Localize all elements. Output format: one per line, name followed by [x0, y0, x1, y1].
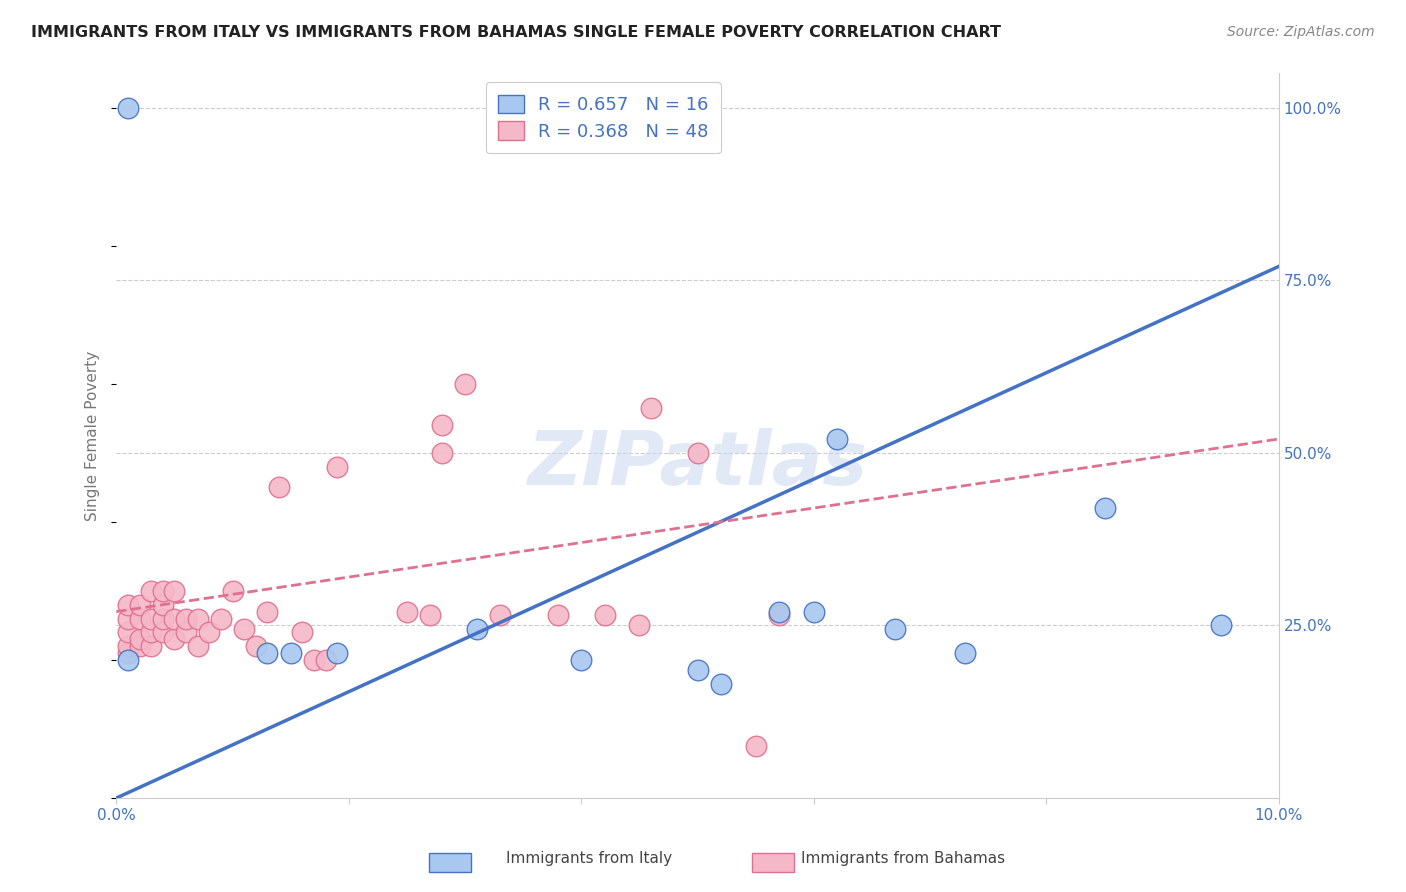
Point: [163, 583, 186, 598]
Point: [686, 663, 709, 677]
Point: [174, 611, 197, 625]
Point: [686, 446, 709, 460]
Point: [209, 611, 232, 625]
Text: Source: ZipAtlas.com: Source: ZipAtlas.com: [1227, 25, 1375, 39]
Point: [256, 605, 278, 619]
Point: [233, 622, 256, 636]
Point: [152, 598, 174, 612]
Point: [187, 639, 209, 653]
Point: [128, 611, 150, 625]
Point: [117, 101, 139, 115]
Point: [128, 598, 150, 612]
Point: [221, 583, 243, 598]
Point: [593, 608, 616, 623]
Point: [141, 625, 163, 640]
Point: [745, 739, 768, 754]
Point: [163, 632, 186, 647]
Point: [419, 608, 441, 623]
Text: ZIPatlas: ZIPatlas: [527, 428, 868, 501]
Point: [291, 625, 314, 640]
Point: [302, 653, 325, 667]
Point: [267, 480, 290, 494]
Point: [1209, 618, 1232, 632]
Point: [187, 611, 209, 625]
Point: [152, 625, 174, 640]
Point: [640, 401, 662, 415]
Point: [117, 653, 139, 667]
Text: IMMIGRANTS FROM ITALY VS IMMIGRANTS FROM BAHAMAS SINGLE FEMALE POVERTY CORRELATI: IMMIGRANTS FROM ITALY VS IMMIGRANTS FROM…: [31, 25, 1001, 40]
Point: [117, 625, 139, 640]
Point: [128, 639, 150, 653]
Point: [245, 639, 267, 653]
Point: [117, 598, 139, 612]
Point: [326, 646, 349, 660]
Legend: R = 0.657   N = 16, R = 0.368   N = 48: R = 0.657 N = 16, R = 0.368 N = 48: [485, 82, 721, 153]
Point: [803, 605, 825, 619]
Point: [256, 646, 278, 660]
Point: [953, 646, 976, 660]
Point: [628, 618, 651, 632]
Point: [163, 611, 186, 625]
Point: [768, 608, 790, 623]
Point: [141, 583, 163, 598]
Point: [884, 622, 907, 636]
Point: [315, 653, 337, 667]
Point: [117, 646, 139, 660]
Point: [117, 639, 139, 653]
Point: [174, 625, 197, 640]
Point: [465, 622, 488, 636]
Point: [395, 605, 418, 619]
Point: [430, 418, 453, 433]
Point: [141, 639, 163, 653]
Text: Immigrants from Bahamas: Immigrants from Bahamas: [801, 851, 1005, 865]
Point: [547, 608, 569, 623]
Point: [825, 432, 848, 446]
Point: [152, 611, 174, 625]
Point: [454, 376, 477, 391]
Point: [710, 677, 733, 691]
Point: [128, 632, 150, 647]
Point: [152, 583, 174, 598]
Point: [280, 646, 302, 660]
Point: [569, 653, 592, 667]
Point: [489, 608, 512, 623]
Point: [198, 625, 221, 640]
Point: [141, 611, 163, 625]
Point: [430, 446, 453, 460]
Text: Immigrants from Italy: Immigrants from Italy: [506, 851, 672, 865]
Point: [1094, 501, 1116, 516]
Point: [768, 605, 790, 619]
Point: [117, 611, 139, 625]
Point: [326, 459, 349, 474]
Y-axis label: Single Female Poverty: Single Female Poverty: [86, 351, 100, 521]
